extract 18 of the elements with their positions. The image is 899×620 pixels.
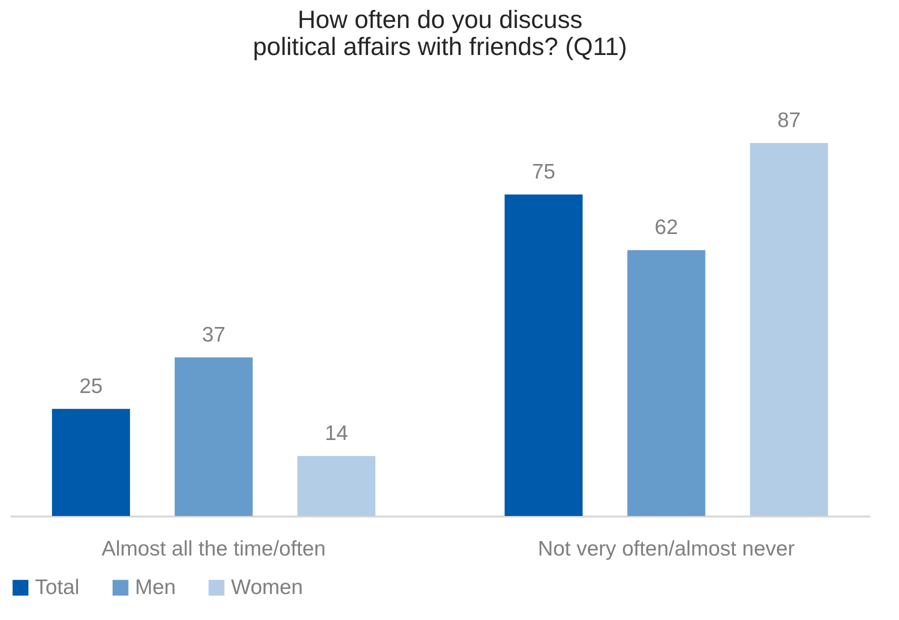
data-label: 62	[654, 216, 678, 240]
bar	[504, 194, 583, 516]
bar	[627, 250, 706, 516]
legend-label: Men	[135, 576, 176, 599]
chart-title: How often do you discuss political affairs with friends? (Q11)	[252, 6, 628, 61]
bar	[297, 456, 376, 516]
data-label: 75	[532, 160, 556, 184]
data-label: 14	[324, 422, 348, 445]
legend-label: Total	[35, 576, 80, 599]
x-tick-label: Not very often/almost never	[538, 538, 795, 560]
data-label: 87	[777, 109, 801, 132]
data-label: 25	[79, 374, 103, 398]
legend-label: Women	[231, 576, 303, 599]
x-tick-label: Almost all the time/often	[102, 538, 326, 560]
bar	[750, 143, 828, 516]
bar	[52, 408, 130, 516]
bar	[174, 357, 253, 516]
data-label: 37	[202, 323, 226, 346]
